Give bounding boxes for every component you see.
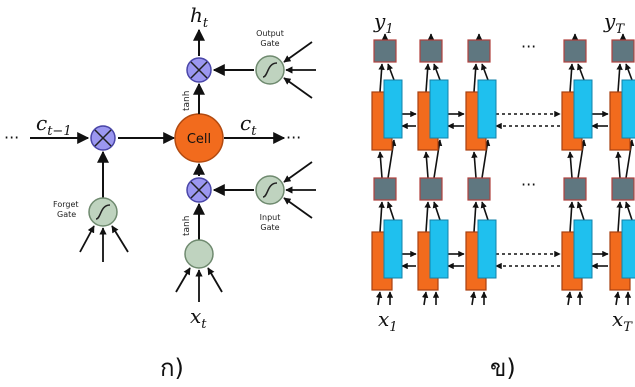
arrow-backward-to-output-l1-c4 [577, 63, 585, 81]
backward-cell-l2-c1 [383, 219, 403, 279]
arrow-backward-to-output-l1-c5 [625, 63, 633, 81]
output-gate-input-1 [283, 41, 313, 63]
input-gate-sigmoid [262, 182, 278, 198]
arrow-backward-to-output-l2-c1 [386, 201, 395, 221]
arrow-forward-to-output-l2-c3 [472, 201, 479, 233]
c-next-label: ct [240, 111, 257, 139]
arrow-forward-to-output-l2-c4 [568, 201, 575, 233]
arrow-forward-to-output-l2-c5 [616, 201, 623, 233]
y1-label: y1 [373, 9, 394, 37]
xT-label: xT [612, 307, 633, 335]
caption-b: ข) [490, 354, 516, 382]
arrow-backward-to-output-l2-c2 [432, 201, 441, 221]
output-box-l1-c3 [467, 39, 491, 63]
interlayer-arrow-a-c4 [567, 151, 574, 179]
forget-gate-label: Forget Gate [53, 200, 79, 219]
ellipsis-right: ··· [286, 128, 301, 147]
interlayer-arrow-a-c5 [615, 151, 622, 179]
backward-cell-l1-c5 [621, 79, 635, 139]
backward-cell-l1-c4 [573, 79, 593, 139]
output-box-l1-c1 [373, 39, 397, 63]
interlayer-arrow-a-c2 [423, 151, 430, 179]
output-box-l1-c4 [563, 39, 587, 63]
lstm-cell-diagram: ··· ··· ct−1 ct Forget Gate Cell tanh ht … [4, 3, 316, 332]
x-label: xt [190, 304, 207, 332]
tanh-top-label: tanh [182, 91, 192, 111]
dots-top-row: ··· [521, 37, 536, 56]
arrow-forward-to-output-l1-c3 [472, 63, 479, 93]
forget-gate-sigmoid [95, 204, 111, 220]
input-arrow-a-c5 [613, 291, 621, 306]
output-gate-label: Output Gate [256, 29, 284, 48]
output-box-l2-c2 [419, 177, 443, 201]
backward-cell-l2-c2 [429, 219, 449, 279]
output-gate-input-3 [283, 77, 313, 99]
interlayer-arrow-b-c2 [433, 139, 443, 179]
backward-cell-l1-c1 [383, 79, 403, 139]
output-box-l2-c5 [611, 177, 635, 201]
ellipsis-left: ··· [4, 128, 19, 147]
backward-cell-l2-c5 [621, 219, 635, 279]
h-label: ht [190, 3, 209, 31]
input-arrow-a-c4 [565, 291, 573, 306]
input-node-input-3 [207, 267, 223, 293]
forget-gate-input-1 [79, 225, 95, 253]
yT-label: yT [603, 9, 625, 37]
output-gate-node [255, 55, 285, 85]
output-box-l1-c2 [419, 39, 443, 63]
input-arrow-a-c3 [469, 291, 477, 306]
interlayer-arrow-a-c1 [377, 151, 384, 179]
interlayer-arrow-b-c4 [577, 139, 587, 179]
arrow-backward-to-output-l2-c3 [480, 201, 489, 221]
forget-gate-node [88, 197, 118, 227]
output-box-l1-c5 [611, 39, 635, 63]
dots-middle-row: ··· [521, 175, 536, 194]
output-box-l2-c4 [563, 177, 587, 201]
c-prev-label: ct−1 [36, 111, 72, 139]
arrow-forward-to-output-l1-c2 [424, 63, 431, 93]
cell-label: Cell [187, 132, 211, 147]
forget-gate-input-3 [111, 225, 129, 253]
output-box-l2-c3 [467, 177, 491, 201]
input-gate-input-1 [283, 161, 313, 183]
interlayer-arrow-a-c3 [471, 151, 478, 179]
arrow-backward-to-output-l2-c4 [576, 201, 585, 221]
input-gate-label: Input Gate [260, 213, 281, 232]
arrow-forward-to-output-l1-c5 [616, 63, 623, 93]
input-arrow-a-c1 [375, 291, 383, 306]
arrow-forward-to-output-l2-c1 [378, 201, 385, 233]
caption-a: ก) [160, 354, 184, 382]
input-node-input-1 [175, 267, 191, 293]
forget-multiply-x [94, 129, 112, 147]
input-node [184, 239, 214, 269]
output-gate-sigmoid [262, 62, 278, 78]
output-multiply-x [190, 61, 208, 79]
tanh-bottom-label: tanh [182, 216, 192, 236]
interlayer-arrow-b-c5 [625, 139, 635, 179]
bidirectional-lstm-diagram: y1 yT x1 xT ··· ··· [371, 9, 635, 335]
backward-cell-l1-c2 [429, 79, 449, 139]
input-multiply-x [190, 181, 208, 199]
arrow-forward-to-output-l2-c2 [424, 201, 431, 233]
arrow-forward-to-output-l1-c1 [378, 63, 385, 93]
arrow-forward-to-output-l1-c4 [568, 63, 575, 93]
arrow-backward-to-output-l1-c1 [387, 63, 395, 81]
input-gate-input-3 [283, 197, 313, 219]
interlayer-arrow-b-c3 [481, 139, 491, 179]
input-arrow-a-c2 [421, 291, 429, 306]
arrow-backward-to-output-l2-c5 [624, 201, 633, 221]
backward-cell-l1-c3 [477, 79, 497, 139]
x1-label: x1 [378, 307, 398, 335]
arrow-backward-to-output-l1-c2 [433, 63, 441, 81]
output-box-l2-c1 [373, 177, 397, 201]
backward-cell-l2-c4 [573, 219, 593, 279]
arrow-backward-to-output-l1-c3 [481, 63, 489, 81]
input-gate-node [255, 175, 285, 205]
backward-cell-l2-c3 [477, 219, 497, 279]
interlayer-arrow-b-c1 [387, 139, 397, 179]
